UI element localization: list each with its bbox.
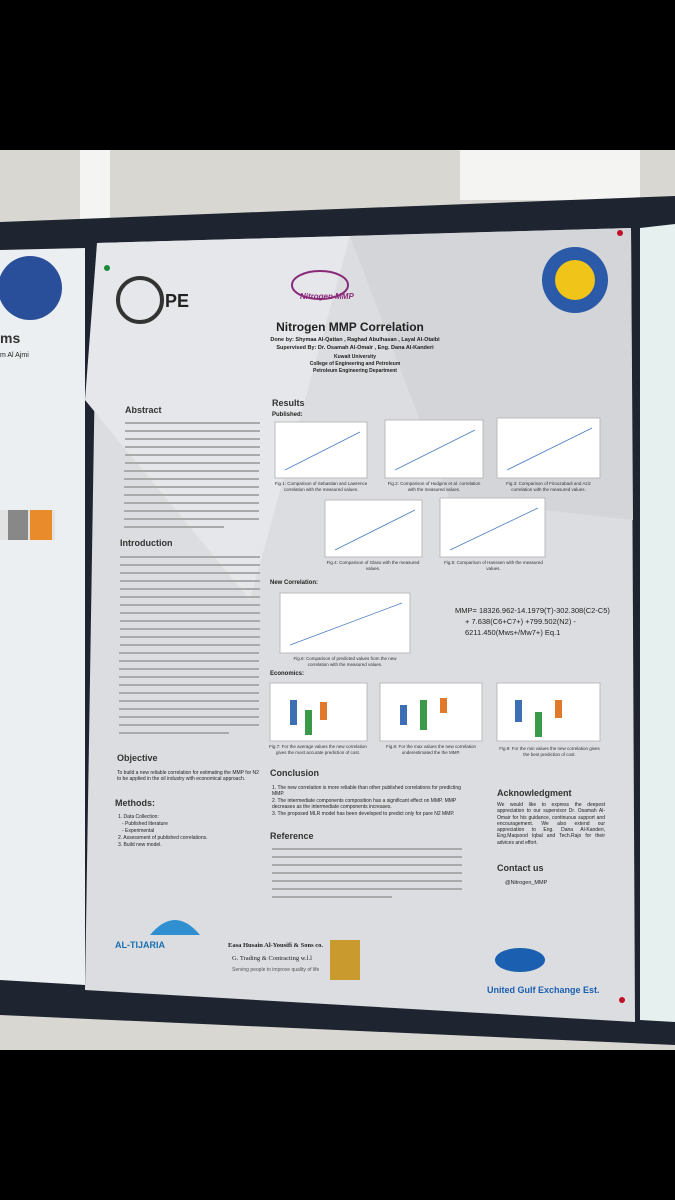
pin [619, 997, 625, 1003]
sponsor: United Gulf Exchange Est. [487, 985, 600, 995]
bar [8, 510, 28, 540]
heading: Methods: [115, 798, 155, 808]
caption: Fig.3: Comparison of Firoozabadi and Azi… [506, 481, 591, 492]
ku-logo [555, 260, 595, 300]
method-item: 3. Build new model. [118, 842, 162, 848]
tijaria-logo [150, 920, 200, 935]
left-poster [0, 248, 85, 985]
method-item: - Published literature [122, 821, 168, 827]
caption: Fig.8: For the max values the new correl… [385, 744, 477, 755]
sponsor: G. Trading & Contracting w.l.l [232, 955, 312, 962]
caption: Fig.4: Comparison of Glaso with the meas… [326, 560, 420, 571]
affiliation: Kuwait University [334, 354, 376, 360]
heading: Abstract [125, 405, 162, 415]
caption: Fig.7: For the average values the new co… [269, 744, 367, 755]
pin [617, 230, 623, 236]
sponsor: AL-TIJARIA [115, 940, 165, 950]
subheading: Economics: [270, 671, 305, 677]
window [460, 150, 640, 200]
logo [0, 256, 62, 320]
heading: Introduction [120, 538, 173, 548]
equation: 6211.450(Mws+/Mw7+) Eq.1 [465, 628, 561, 637]
heading: Results [272, 398, 305, 408]
heading: Contact us [497, 863, 544, 873]
caption: Fig.1: Comparison of Sebastian and Lawre… [274, 481, 368, 492]
authors: Done by: Shymaa Al-Qattan , Raghad Abulh… [270, 337, 440, 343]
pin [104, 265, 110, 271]
objective-text: To build a new reliable correlation for … [117, 770, 259, 783]
yousifi-logo [330, 940, 360, 980]
sponsor: Easa Husain Al-Yousifi & Sons co. [228, 942, 323, 949]
method-item: 2. Assessment of published correlations. [118, 835, 208, 841]
heading: Conclusion [270, 768, 319, 778]
uge-logo [495, 948, 545, 972]
method-item: - Experimental [122, 828, 155, 834]
left-author: m Al Ajmi [0, 352, 29, 359]
subheading: New Correlation: [270, 580, 319, 586]
supervisors: Supervised By: Dr. Osamah Al-Omair , Eng… [276, 345, 434, 351]
thumbnails [269, 417, 601, 742]
equation: + 7.638(C6+C7+) +799.502(N2) - [465, 617, 576, 626]
heading: Acknowledgment [497, 788, 572, 798]
right-poster [640, 224, 675, 1022]
pe-logo-text: PE [165, 291, 190, 311]
text-lines [119, 422, 462, 898]
sponsor: Serving people to improve quality of lif… [232, 967, 320, 973]
caption: Fig.2: Comparison of Hudgins et al. corr… [387, 481, 481, 492]
bar [30, 510, 52, 540]
heading: Reference [270, 831, 314, 841]
caption: Fig.9: For the min values the new correl… [499, 746, 600, 757]
heading: Objective [117, 753, 158, 763]
subheading: Published: [272, 412, 303, 418]
conclusion-item: 1. The new correlation is more reliable … [272, 785, 461, 798]
mmp-logo-text: Nitrogen MMP [300, 292, 354, 301]
caption: Fig.6: Comparison of predicted values fr… [293, 656, 397, 667]
left-title: ms [0, 330, 21, 346]
affiliation: College of Engineering and Petroleum [309, 361, 401, 367]
equation: MMP= 18326.962-14.1979(T)-302.308(C2-C5) [455, 606, 610, 615]
window [80, 150, 110, 225]
acknowledgment-text: We would like to express the deepest app… [497, 802, 605, 846]
affiliation: Petroleum Engineering Department [313, 368, 397, 374]
conclusion-item: 3. The proposed MLR model has been devel… [272, 811, 455, 817]
poster-facet [85, 236, 350, 600]
caption: Fig.5: Comparison of Hanssen with the me… [444, 560, 543, 571]
pe-logo [116, 276, 164, 324]
contact-handle: @Nitrogen_MMP [505, 880, 548, 886]
conclusion-item: 2. The intermediate components compositi… [272, 798, 457, 811]
mmp-logo [291, 270, 349, 300]
method-item: 1. Data Collection: [118, 814, 159, 820]
title: Nitrogen MMP Correlation [276, 320, 424, 334]
